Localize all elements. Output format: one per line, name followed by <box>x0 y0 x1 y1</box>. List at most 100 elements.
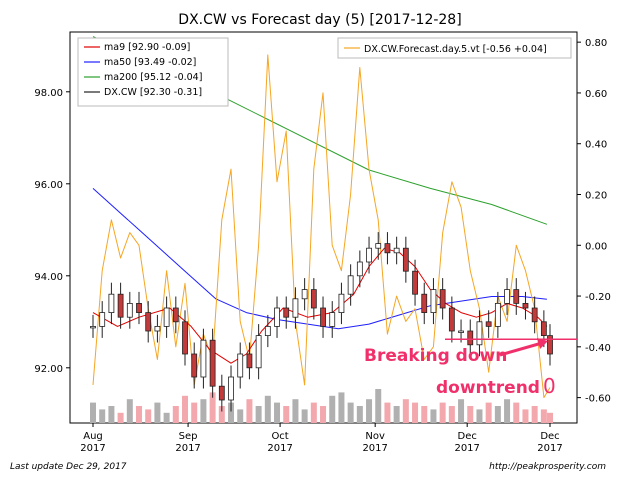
x-axis-month-label: Aug <box>83 431 103 442</box>
x-axis-year-label: 2017 <box>175 443 200 454</box>
volume-bar <box>191 402 198 423</box>
left-axis-tick-label: 94.00 <box>34 272 63 283</box>
footer-source-url: http://peakprosperity.com <box>489 462 606 472</box>
candle-body <box>366 247 372 263</box>
volume-bar <box>329 395 336 423</box>
right-axis-tick-label: -0.20 <box>585 292 611 303</box>
volume-bar <box>412 402 419 423</box>
candle-body <box>163 307 170 327</box>
volume-bar <box>393 406 400 423</box>
candle-body <box>494 302 501 327</box>
x-axis-year-label: 2017 <box>454 443 479 454</box>
x-axis-year-label: 2017 <box>80 443 105 454</box>
volume-bar <box>448 406 455 423</box>
candle-body <box>476 321 483 346</box>
x-axis-month-label: Dec <box>540 431 559 442</box>
legend-layer: ma9 [92.90 -0.09] ma50 [93.49 -0.02] ma200… <box>77 37 572 107</box>
volume-bar <box>485 402 492 423</box>
x-axis-year-label: 2017 <box>362 443 387 454</box>
volume-bar <box>467 406 474 423</box>
candle-body <box>467 330 474 346</box>
candle-body <box>522 302 529 309</box>
volume-bar <box>218 406 225 423</box>
volume-bar <box>145 409 152 423</box>
volume-bar <box>421 406 428 423</box>
left-axis-tick-label: 96.00 <box>34 180 63 191</box>
volume-bar <box>547 412 553 423</box>
candle-body <box>228 376 234 401</box>
volume-bar <box>356 406 363 423</box>
volume-bar <box>384 402 391 423</box>
x-axis-year-label: 2017 <box>267 443 292 454</box>
forecast-line <box>92 54 551 399</box>
candle-body <box>237 353 244 378</box>
annotation-layer: Breaking down downtrend 0 <box>364 338 577 398</box>
volume-bar <box>292 399 299 423</box>
x-axis-month-label: Oct <box>271 431 288 442</box>
x-axis-year-label: 2017 <box>537 443 562 454</box>
volume-bar <box>264 395 271 423</box>
volume-bar <box>228 402 235 423</box>
candle-body <box>255 335 262 369</box>
volume-bars <box>90 389 553 423</box>
series-layer <box>90 36 553 412</box>
left-axis-tick-label: 92.00 <box>34 364 63 375</box>
candle-body <box>421 293 428 314</box>
right-axis-tick-label: -0.60 <box>585 394 611 405</box>
candle-body <box>292 298 299 318</box>
annotation-arrow-head <box>537 338 548 349</box>
volume-bar <box>347 402 354 423</box>
candle-body <box>375 243 382 249</box>
candle-body <box>264 325 271 336</box>
candle-body <box>99 312 106 327</box>
candle-body <box>439 289 446 309</box>
candle-body <box>301 289 308 300</box>
candle-body <box>136 302 142 313</box>
candle-body <box>540 321 547 336</box>
volume-bar <box>237 409 244 423</box>
right-axis-tick-label: 0.20 <box>585 190 607 201</box>
right-axis-tick-label: 0.40 <box>585 140 607 151</box>
annotation-arrow-shaft <box>499 341 543 357</box>
candle-body <box>117 293 124 318</box>
volume-bar <box>504 399 511 423</box>
volume-bar <box>163 412 170 423</box>
left-legend-box <box>77 37 229 107</box>
candle-body <box>485 321 492 327</box>
candle-body <box>218 385 225 401</box>
volume-bar <box>301 409 308 423</box>
candle-body <box>329 312 336 327</box>
candle-body <box>430 289 437 314</box>
x-axis-month-label: Nov <box>365 431 385 442</box>
candle-body <box>310 289 317 309</box>
candle-body <box>531 307 538 323</box>
candle-body <box>384 243 391 254</box>
volume-bar <box>274 402 281 423</box>
right-axis-tick-label: 0.80 <box>585 38 607 49</box>
volume-bar <box>172 406 179 423</box>
candle-body <box>274 307 280 327</box>
left-axis-tick-label: 98.00 <box>34 88 63 99</box>
x-axis-month-label: Dec <box>458 431 477 442</box>
volume-bar <box>476 409 483 423</box>
candle-body <box>209 339 216 387</box>
left-legend-label: ma50 [93.49 -0.02] <box>104 57 196 68</box>
candle-body <box>320 307 326 327</box>
candle-body <box>412 270 418 295</box>
candle-body <box>246 353 253 369</box>
candle-body <box>547 335 553 355</box>
candle-body <box>458 330 464 333</box>
right-axis-tick-label: 0.00 <box>585 241 607 252</box>
left-legend-label: DX.CW [92.30 -0.31] <box>104 87 202 98</box>
volume-bar <box>209 392 216 423</box>
volume-bar <box>182 395 189 423</box>
candle-body <box>172 307 179 323</box>
ma50-line <box>92 188 547 330</box>
annotation-breaking-down: Breaking down <box>364 346 507 366</box>
volume-bar <box>513 402 520 423</box>
volume-bar <box>283 406 290 423</box>
volume-bar <box>540 409 547 423</box>
volume-bar <box>154 402 161 423</box>
left-legend-label: ma9 [92.90 -0.09] <box>104 42 190 53</box>
